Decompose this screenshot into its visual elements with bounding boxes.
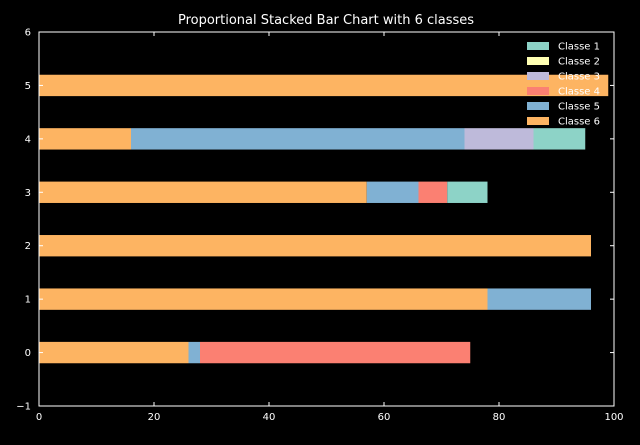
legend-swatch [527, 87, 549, 95]
plot-frame [38, 31, 615, 407]
legend-label: Classe 2 [558, 57, 600, 68]
legend-label: Classe 5 [558, 102, 600, 113]
legend-label: Classe 3 [558, 72, 600, 83]
x-tick-label: 60 [378, 412, 391, 423]
legend: Classe 1 Classe 2 Classe 3 Classe 4 Classe 5… [527, 42, 600, 128]
y-tick-label: 2 [25, 241, 31, 252]
bar-segment-classe-5-row-4 [131, 128, 465, 150]
bar-segment-classe-6-row-5 [39, 74, 609, 97]
legend-swatch [527, 102, 549, 110]
bars-layer [39, 74, 609, 364]
x-axis: 0 20 40 60 80 100 [36, 32, 624, 423]
legend-swatch [527, 42, 549, 50]
legend-swatch [527, 57, 549, 65]
bar-segment-classe-5-row-0 [188, 341, 200, 364]
bar-segment-classe-5-row-1 [487, 288, 591, 310]
bar-segment-classe-1-row-3 [447, 181, 488, 203]
x-tick-label: 80 [493, 412, 506, 423]
x-tick-label: 40 [263, 412, 276, 423]
y-tick-label: −1 [16, 402, 31, 413]
legend-swatch [527, 117, 549, 125]
x-tick-label: 100 [604, 412, 623, 423]
y-tick-label: 1 [25, 295, 31, 306]
legend-label: Classe 1 [558, 42, 600, 53]
bar-segment-classe-4-row-3 [418, 181, 448, 203]
bar-segment-classe-5-row-3 [366, 181, 419, 203]
bar-segment-classe-6-row-1 [39, 288, 488, 310]
bar-segment-classe-4-row-0 [200, 341, 471, 364]
bar-segment-classe-6-row-0 [39, 341, 189, 364]
y-tick-label: 0 [25, 348, 31, 359]
y-tick-label: 6 [25, 28, 31, 39]
bar-segment-classe-6-row-2 [39, 235, 591, 257]
bar-segment-classe-6-row-4 [39, 128, 131, 150]
bar-segment-classe-6-row-3 [39, 181, 367, 203]
x-tick-label: 20 [148, 412, 161, 423]
bar-segment-classe-3-row-4 [464, 128, 534, 150]
bar-segment-classe-1-row-4 [533, 128, 586, 150]
y-tick-label: 4 [25, 134, 31, 145]
legend-label: Classe 4 [558, 87, 600, 98]
chart-title: Proportional Stacked Bar Chart with 6 cl… [178, 13, 474, 28]
y-tick-label: 5 [25, 81, 31, 92]
legend-label: Classe 6 [558, 117, 600, 128]
y-tick-label: 3 [25, 188, 31, 199]
y-axis: −1 0 1 2 3 4 5 6 [16, 28, 614, 413]
x-tick-label: 0 [36, 412, 42, 423]
legend-swatch [527, 72, 549, 80]
